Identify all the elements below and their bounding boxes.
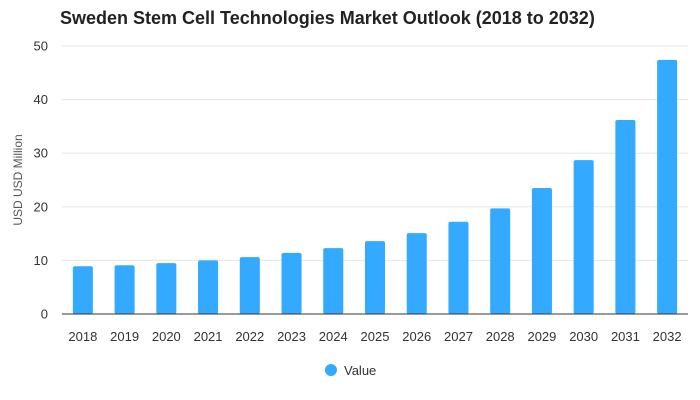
- chart-title: Sweden Stem Cell Technologies Market Out…: [60, 8, 595, 28]
- gridlines: [62, 45, 688, 261]
- x-tick-label: 2020: [152, 329, 181, 344]
- bar-2028[interactable]: [490, 208, 511, 314]
- x-tick-label: 2029: [527, 329, 556, 344]
- bar-2029[interactable]: [531, 188, 552, 314]
- x-tick-label: 2026: [402, 329, 431, 344]
- x-tick-label: 2021: [194, 329, 223, 344]
- y-tick-label: 20: [34, 199, 48, 214]
- x-tick-label: 2025: [361, 329, 390, 344]
- legend[interactable]: Value: [325, 363, 376, 378]
- x-tick-label: 2031: [611, 329, 640, 344]
- bar-2020[interactable]: [156, 263, 177, 314]
- x-tick-label: 2019: [110, 329, 139, 344]
- x-tick-label: 2032: [653, 329, 682, 344]
- bar-2022[interactable]: [239, 257, 260, 314]
- y-tick-label: 40: [34, 92, 48, 107]
- x-tick-label: 2027: [444, 329, 473, 344]
- legend-label: Value: [344, 363, 376, 378]
- bar-2024[interactable]: [323, 248, 344, 314]
- bar-2025[interactable]: [364, 241, 386, 314]
- y-tick-label: 30: [34, 146, 48, 161]
- bars: [72, 59, 678, 314]
- y-axis-title: USD USD Million: [11, 134, 25, 225]
- bar-2023[interactable]: [281, 252, 302, 314]
- x-tick-label: 2018: [68, 329, 97, 344]
- bar-2026[interactable]: [406, 233, 427, 314]
- bar-2032[interactable]: [657, 59, 678, 314]
- legend-marker-icon: [325, 364, 337, 376]
- bar-2021[interactable]: [198, 260, 219, 314]
- bar-2018[interactable]: [72, 266, 93, 314]
- bar-2030[interactable]: [573, 160, 594, 314]
- x-tick-label: 2030: [569, 329, 598, 344]
- x-tick-label: 2024: [319, 329, 348, 344]
- bar-2031[interactable]: [615, 119, 636, 314]
- bar-2027[interactable]: [448, 221, 469, 314]
- x-tick-label: 2028: [486, 329, 515, 344]
- x-tick-label: 2022: [235, 329, 264, 344]
- x-tick-label: 2023: [277, 329, 306, 344]
- bar-2019[interactable]: [114, 265, 135, 314]
- y-tick-label: 10: [34, 253, 48, 268]
- y-tick-label: 0: [41, 307, 48, 322]
- y-tick-label: 50: [34, 39, 48, 54]
